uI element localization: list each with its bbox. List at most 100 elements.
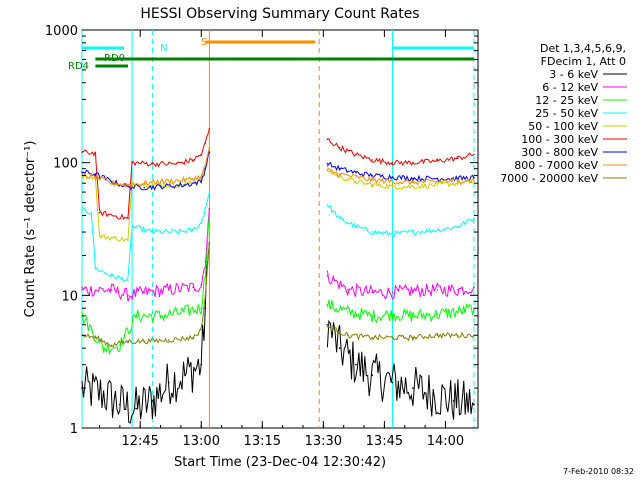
series-2-point [200, 284, 202, 286]
series-1-trace-1 [81, 242, 210, 424]
series-4-point [127, 279, 129, 282]
series-2-point [192, 286, 194, 289]
series-8-point [391, 180, 394, 183]
series-9-point [456, 334, 459, 337]
series-5-point [473, 180, 475, 183]
series-1-point [200, 363, 202, 366]
series-4-point [176, 231, 178, 233]
x-tick-label-5: 13:45 [366, 434, 403, 449]
flag-label-s: S [201, 37, 207, 48]
legend-label-2: 6 - 12 keV [542, 81, 598, 94]
series-4-point [110, 275, 113, 277]
series-1-point [371, 374, 374, 377]
series-4-point [326, 204, 329, 206]
series-1-point [432, 393, 435, 395]
series-9-point [347, 334, 349, 337]
series-2-point [456, 289, 459, 291]
series-2-trace-2 [326, 270, 475, 301]
series-3-point [412, 315, 414, 317]
series-2-trace-1 [81, 208, 210, 302]
series-5-trace-2 [327, 169, 475, 190]
series-2-point [127, 294, 129, 297]
series-1-point [355, 363, 357, 366]
series-7-point [184, 184, 186, 186]
legend-label-8: 800 - 7000 keV [514, 159, 598, 172]
series-5-point [371, 184, 374, 186]
series-3-point [119, 344, 121, 347]
series-6-point [176, 163, 178, 165]
series-6-point [200, 153, 202, 156]
series-5-point [412, 185, 414, 188]
series-9-point [391, 336, 394, 339]
series-6 [81, 128, 475, 221]
series-7-point [391, 176, 394, 178]
series-1-point [151, 400, 154, 402]
event-lines [81, 30, 475, 428]
series-6-point [151, 163, 154, 165]
series-7-point [326, 163, 329, 165]
x-tick-label-6: 14:00 [427, 434, 464, 449]
series-3-point [326, 303, 329, 306]
series-1-point [338, 347, 341, 349]
series-9-trace-2 [326, 324, 475, 342]
series-7-trace-1 [81, 152, 210, 191]
series-9-point [200, 329, 202, 331]
series-6-point [98, 211, 101, 214]
series-4-point [436, 229, 439, 231]
series-8-point [208, 146, 211, 149]
x-tick-label-2: 13:00 [183, 434, 220, 449]
series-6-point [127, 217, 129, 220]
series-7-point [355, 171, 357, 174]
series-4-point [131, 225, 133, 228]
series-3-point [102, 347, 105, 349]
series-2-point [436, 289, 439, 291]
series-8-point [436, 180, 439, 183]
series-8-point [355, 176, 357, 178]
legend-label-1: 3 - 6 keV [549, 68, 598, 81]
series-5-point [391, 185, 394, 188]
series-5 [81, 151, 475, 243]
x-axis-label: Start Time (23-Dec-04 12:30:42) [174, 455, 386, 470]
series-2-point [208, 207, 211, 210]
series-7-point [208, 151, 211, 153]
series-2-point [412, 290, 414, 292]
series-5-point [338, 176, 341, 178]
series-1-point [119, 403, 121, 406]
series-1-trace-2 [326, 319, 475, 420]
series-3-point [456, 311, 459, 313]
series-4-point [391, 233, 394, 235]
series-4-point [192, 229, 194, 231]
series-5-point [456, 182, 459, 184]
footer-date: 7-Feb-2010 08:32 [563, 467, 634, 476]
series-2-point [81, 289, 83, 291]
series-3-point [90, 329, 93, 331]
series-6-point [436, 160, 439, 162]
legend-label-4: 25 - 50 keV [535, 107, 598, 120]
series-3-point [208, 214, 211, 217]
series-2 [81, 207, 475, 302]
series-4 [81, 191, 475, 283]
series-6-point [456, 157, 459, 159]
series-4-point [81, 209, 83, 211]
series-8-trace-2 [327, 167, 475, 186]
series-9-point [412, 336, 414, 339]
series-8-point [127, 184, 129, 186]
series-3-point [391, 313, 394, 316]
legend-label-7: 300 - 800 keV [521, 146, 598, 159]
series-9-point [208, 241, 211, 244]
series-6-point [192, 159, 194, 161]
series-3-point [204, 271, 207, 273]
series-7-point [81, 171, 83, 173]
series-6-trace-1 [81, 128, 210, 221]
series-9-point [110, 344, 113, 347]
flag-label-rd4: RD4 [68, 61, 89, 72]
series-6-point [355, 153, 357, 156]
series-5-point [151, 184, 154, 186]
series-3 [81, 214, 475, 356]
series-5-point [127, 239, 129, 242]
series-9 [81, 241, 475, 348]
series-9-point [436, 334, 439, 337]
x-tick-label-1: 12:45 [121, 434, 158, 449]
series-4-point [355, 225, 357, 228]
series-9-point [127, 340, 129, 343]
